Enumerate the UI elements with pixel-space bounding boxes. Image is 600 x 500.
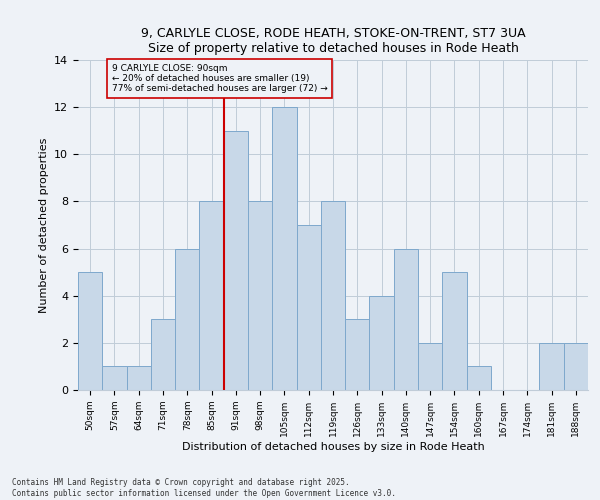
Bar: [102, 366, 127, 390]
Bar: [151, 320, 175, 390]
Bar: [345, 320, 370, 390]
Y-axis label: Number of detached properties: Number of detached properties: [38, 138, 49, 312]
Bar: [370, 296, 394, 390]
Bar: [78, 272, 102, 390]
Bar: [467, 366, 491, 390]
Bar: [224, 130, 248, 390]
Bar: [272, 107, 296, 390]
Bar: [539, 343, 564, 390]
Bar: [418, 343, 442, 390]
Bar: [127, 366, 151, 390]
Bar: [442, 272, 467, 390]
Bar: [296, 225, 321, 390]
Bar: [394, 248, 418, 390]
Text: Contains HM Land Registry data © Crown copyright and database right 2025.
Contai: Contains HM Land Registry data © Crown c…: [12, 478, 396, 498]
Bar: [175, 248, 199, 390]
Bar: [321, 202, 345, 390]
X-axis label: Distribution of detached houses by size in Rode Heath: Distribution of detached houses by size …: [182, 442, 484, 452]
Bar: [564, 343, 588, 390]
Bar: [199, 202, 224, 390]
Text: 9 CARLYLE CLOSE: 90sqm
← 20% of detached houses are smaller (19)
77% of semi-det: 9 CARLYLE CLOSE: 90sqm ← 20% of detached…: [112, 64, 328, 94]
Title: 9, CARLYLE CLOSE, RODE HEATH, STOKE-ON-TRENT, ST7 3UA
Size of property relative : 9, CARLYLE CLOSE, RODE HEATH, STOKE-ON-T…: [140, 26, 526, 54]
Bar: [248, 202, 272, 390]
